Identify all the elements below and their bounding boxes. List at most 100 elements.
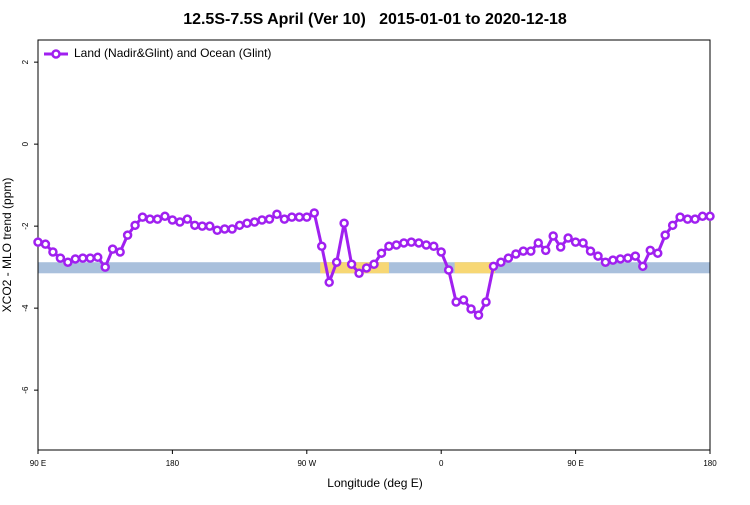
point <box>615 254 626 264</box>
x-tick-label: 90 E <box>567 459 583 468</box>
point <box>264 214 275 224</box>
point <box>190 220 200 231</box>
point <box>55 253 66 263</box>
point <box>660 230 670 240</box>
point <box>399 238 409 248</box>
chart-title: 12.5S-7.5S April (Ver 10) 2015-01-01 to … <box>183 11 567 28</box>
x-tick-label: 90 E <box>30 459 46 468</box>
point <box>548 231 558 241</box>
point <box>682 214 693 224</box>
point <box>78 253 88 263</box>
point <box>406 237 417 247</box>
point <box>100 262 110 272</box>
band-highlight <box>454 262 495 274</box>
point <box>667 220 678 231</box>
point <box>518 246 529 256</box>
point <box>204 221 215 231</box>
point <box>167 215 178 225</box>
point <box>257 215 267 225</box>
point <box>130 220 140 231</box>
point <box>563 233 573 243</box>
legend-marker <box>51 49 61 59</box>
y-tick-label: -4 <box>21 304 30 312</box>
point <box>219 224 230 234</box>
x-tick-label: 0 <box>439 459 444 468</box>
point <box>391 240 402 250</box>
point <box>346 259 357 270</box>
point <box>443 265 454 275</box>
point <box>376 248 387 258</box>
point <box>339 218 349 229</box>
point <box>302 212 312 222</box>
point <box>294 212 305 222</box>
point <box>234 220 245 231</box>
point <box>630 251 641 261</box>
x-axis-label: Longitude (deg E) <box>327 476 422 490</box>
x-tick-label: 180 <box>703 459 717 468</box>
point <box>92 252 103 263</box>
y-tick-label: -2 <box>21 222 30 230</box>
point <box>451 297 461 307</box>
point <box>279 214 290 224</box>
point <box>540 245 551 256</box>
point <box>466 304 476 314</box>
y-tick-label: 2 <box>21 59 30 64</box>
point <box>242 218 252 229</box>
point <box>496 257 506 267</box>
point <box>227 224 237 234</box>
x-tick-label: 180 <box>166 459 180 468</box>
legend-label: Land (Nadir&Glint) and Ocean (Glint) <box>74 46 271 60</box>
point <box>182 214 193 224</box>
point <box>316 241 327 251</box>
point <box>249 217 260 227</box>
point <box>122 230 133 240</box>
point <box>354 268 364 279</box>
point <box>85 253 96 263</box>
point <box>40 239 51 249</box>
point <box>414 238 424 248</box>
point <box>473 310 484 320</box>
point <box>526 246 536 256</box>
y-tick-label: 0 <box>21 141 30 146</box>
point <box>361 263 372 273</box>
x-tick-label: 90 W <box>297 459 316 468</box>
point <box>638 261 648 272</box>
point <box>197 221 208 231</box>
point <box>652 248 663 258</box>
point <box>488 261 499 272</box>
point <box>115 247 125 257</box>
y-tick-label: -6 <box>21 386 30 394</box>
point <box>145 214 155 224</box>
point <box>63 257 73 267</box>
point <box>137 212 148 222</box>
point <box>705 211 715 222</box>
point <box>690 214 700 224</box>
point <box>212 225 222 235</box>
point <box>608 255 618 265</box>
point <box>481 297 491 307</box>
point <box>436 247 446 257</box>
point <box>503 253 514 263</box>
point <box>428 241 439 251</box>
point <box>578 238 588 248</box>
point <box>555 242 566 252</box>
point <box>697 211 708 222</box>
point <box>107 244 118 254</box>
point <box>70 254 81 264</box>
point <box>331 257 342 267</box>
point <box>287 212 297 222</box>
point <box>152 214 163 224</box>
point <box>175 217 185 227</box>
point <box>369 259 379 270</box>
y-axis-label: XCO2 - MLO trend (ppm) <box>0 178 14 313</box>
point <box>33 237 43 247</box>
plot-frame <box>37 39 711 451</box>
point <box>458 295 469 305</box>
point <box>309 208 320 218</box>
point <box>533 238 544 248</box>
point <box>585 246 596 256</box>
point <box>272 209 282 219</box>
point <box>160 211 170 222</box>
point <box>593 251 603 261</box>
